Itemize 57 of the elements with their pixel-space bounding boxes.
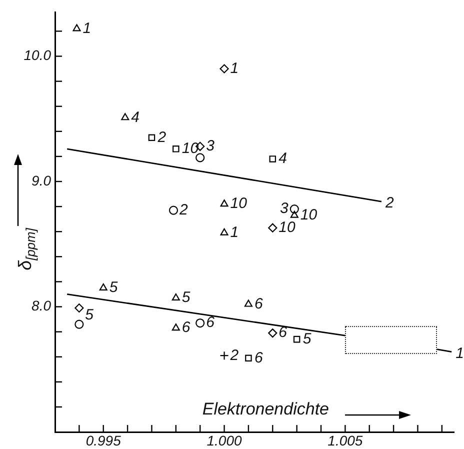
point [74,320,84,329]
annotation: 6 [278,324,288,342]
point [269,156,276,162]
point [245,354,252,362]
x-axis-title: Elektronendichte [202,400,329,419]
annotation: 6 [206,314,216,332]
point [121,113,130,120]
annotation: 10 [300,206,318,224]
y-tick-label: 8.0 [32,298,52,314]
point [268,328,278,338]
point [290,210,298,218]
series-label: 1 [456,345,464,362]
point [148,134,156,142]
annotation: 1 [82,20,92,37]
point [220,199,228,207]
y-axis-title: δ[ppm] [15,228,38,270]
annotation: 6 [254,349,264,366]
annotation: 10 [278,219,296,236]
x-tick-label: 0.995 [86,432,122,448]
annotation: 6 [254,295,264,312]
point [72,24,81,32]
annotation: 2 [156,128,167,146]
annotation: 4 [131,108,140,126]
point [244,300,252,307]
annotation: 2 [229,346,240,364]
y-tick-label: 9.0 [32,172,52,188]
point [172,146,180,152]
point [168,206,178,215]
x-tick-label: 1.005 [328,432,363,448]
point [74,303,84,313]
point [220,228,228,236]
point [293,336,300,343]
annotation: 6 [182,319,191,336]
point [196,318,205,328]
annotation: 1 [230,60,239,77]
point [220,351,229,360]
annotation: 5 [182,289,191,306]
point [99,283,108,291]
point [172,323,180,331]
y-tick-label: 10.0 [24,47,52,64]
point [220,64,229,74]
point [268,223,278,232]
annotation: 5 [302,330,312,348]
annotation: 3 [280,200,290,218]
annotation: 5 [109,279,118,296]
point [290,204,299,214]
annotation: 10 [230,195,248,212]
annotation: 10 [182,140,200,158]
point [172,293,180,301]
x-tick-label: 1.000 [206,432,242,448]
annotation: 4 [278,150,287,168]
annotation: 5 [85,306,94,324]
annotation: 1 [230,224,239,242]
annotation: 3 [206,138,216,155]
annotation: 2 [178,201,188,218]
series-label: 2 [384,194,394,212]
point [196,153,205,162]
